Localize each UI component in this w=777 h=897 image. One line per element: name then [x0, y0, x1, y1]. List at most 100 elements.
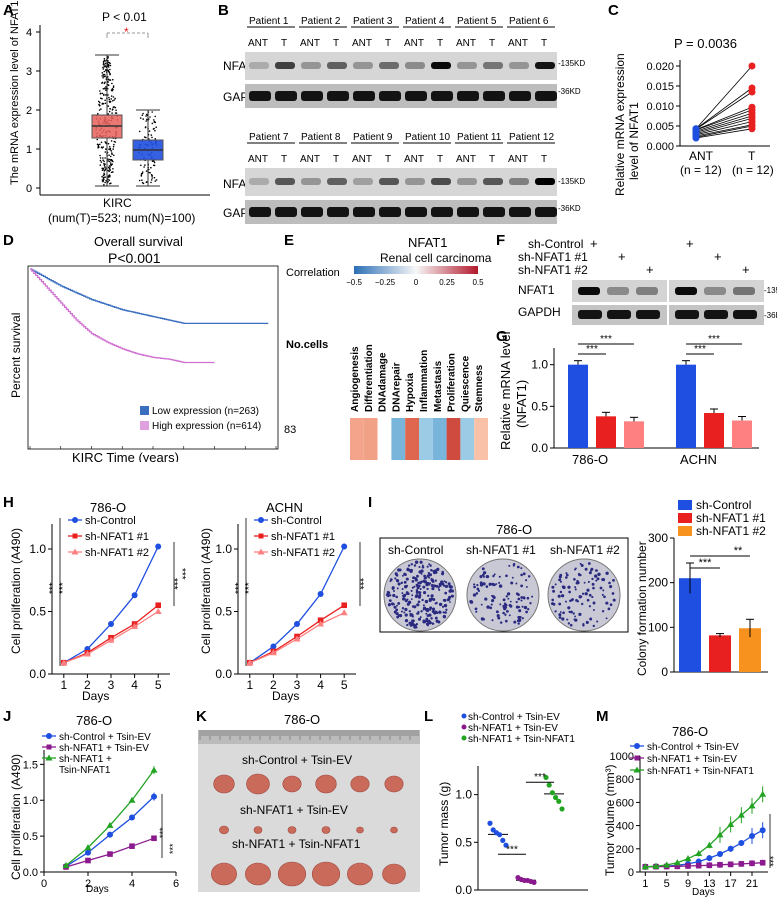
panel-i-colony	[493, 573, 496, 576]
panel-a-tumor-point	[111, 171, 114, 173]
panel-h-xlabel-2: Days	[272, 689, 299, 703]
panel-i-colony	[596, 620, 599, 623]
panel-i-colony	[482, 575, 485, 578]
panel-i-colony	[592, 624, 596, 628]
panel-e-cell	[363, 418, 378, 460]
panel-a-normal-point	[154, 129, 156, 132]
panel-i-colony	[410, 563, 414, 566]
panel-i-colony	[396, 579, 400, 583]
panel-i-colony	[586, 598, 590, 602]
panel-b-nfat1-band	[405, 62, 425, 69]
panel-h-786o-series-line	[63, 546, 159, 664]
panel-h-achn-point	[293, 635, 301, 642]
panel-m-ytick-label: 400	[616, 821, 634, 833]
panel-i-ytick-label: 100	[648, 620, 668, 634]
panel-i-colony	[429, 606, 433, 610]
panel-i-colony	[402, 594, 406, 598]
panel-c-point-t	[748, 125, 756, 133]
panel-h-786o-point	[108, 621, 114, 627]
panel-b-patient-label: Patient 6	[509, 16, 549, 27]
panel-j-ytick-label: 0.5	[23, 831, 38, 843]
panel-i-colony	[419, 616, 422, 619]
panel-m-ytick-label: 1000	[610, 751, 634, 763]
panel-b-lane-t: T	[437, 38, 443, 49]
panel-m-line-chart: 786-O Tumor volume (mm³) Days 0 200 400 600…	[603, 724, 777, 897]
panel-i-colony	[502, 611, 505, 615]
panel-l-point	[549, 790, 555, 796]
panel-a-tumor-point	[103, 172, 105, 175]
panel-a-tumor-point	[109, 149, 112, 151]
panel-a-tumor-point	[107, 169, 109, 172]
panel-i-colony	[608, 581, 611, 585]
panel-i-colony	[441, 605, 445, 608]
panel-b-lane-ant: ANT	[456, 154, 476, 165]
panel-h-legend-achn: sh-Control sh-NFAT1 #1 sh-NFAT1 #2	[254, 515, 335, 559]
panel-i-colony	[492, 574, 495, 578]
panel-a-tumor-point	[103, 170, 106, 172]
panel-h-achn-legend-label: sh-NFAT1 #2	[271, 547, 335, 559]
panel-i-bars	[679, 562, 761, 672]
panel-b-nfat1-band	[249, 62, 269, 69]
panel-a-tumor-point	[103, 82, 106, 85]
panel-g-bar	[624, 421, 644, 448]
panel-m-point	[749, 860, 755, 867]
panel-i-colony	[580, 602, 584, 606]
panel-m-point	[695, 862, 702, 869]
panel-i-colony	[393, 590, 395, 592]
panel-b-nfat1-band	[379, 178, 399, 185]
panel-h-sig-stars: ***	[168, 578, 179, 590]
panel-g-ylabel-2: (NFAT1)	[514, 380, 529, 428]
panel-i-sig-stars: ***	[699, 557, 713, 569]
panel-i-colony	[400, 610, 403, 613]
panel-g-yticks: 0.0 0.5 1.0	[531, 358, 554, 455]
panel-c-pvalue: P = 0.0036	[674, 36, 737, 51]
panel-a-normal-point	[138, 179, 141, 182]
panel-k-tumor	[246, 773, 270, 795]
panel-c-point-t	[748, 62, 756, 70]
panel-a-tumor-point	[111, 112, 113, 114]
panel-i-colony	[474, 607, 478, 611]
panel-c-pair-line	[695, 109, 753, 131]
panel-i-colony	[434, 610, 437, 614]
panel-a-tumor-point	[102, 66, 104, 69]
panel-e-state-label: Hypoxia	[405, 373, 416, 412]
panel-b-lane-ant: ANT	[300, 154, 320, 165]
panel-a-tumor-point	[102, 174, 105, 176]
panel-h-786o-point	[83, 650, 91, 657]
panel-a-tumor-point	[115, 112, 118, 114]
panel-i-colony	[413, 585, 416, 588]
panel-c-ytick-label: 0.015	[646, 81, 674, 93]
panel-i-colony	[518, 606, 521, 609]
panel-b-nfat1-band	[431, 62, 451, 69]
panel-h-achn-point	[341, 602, 347, 609]
panel-h-786o-ytick-label: 0.0	[29, 667, 46, 681]
panel-b-patient-label: Patient 3	[353, 16, 393, 27]
panel-h-786o-xtick-label: 5	[155, 678, 162, 692]
panel-a-normal-point	[153, 160, 155, 163]
panel-f-plus: +	[686, 236, 694, 251]
panel-a-normal-point	[150, 173, 153, 176]
panel-j-point	[84, 844, 92, 851]
panel-a-tumor-point	[109, 101, 111, 104]
panel-i-colony	[506, 610, 509, 613]
panel-i-colony	[448, 601, 451, 603]
panel-i-colony	[421, 598, 424, 602]
panel-c-ytick-label: 0.020	[646, 61, 674, 73]
panel-i-colony	[554, 610, 557, 613]
panel-m-ylabel: Tumor volume (mm³)	[603, 764, 617, 876]
panel-a-tumor-point	[102, 60, 105, 63]
panel-a-ylabel: The mRNA expression level of NFAT1	[9, 1, 21, 185]
panel-i-legend-label: sh-NFAT1 #2	[696, 524, 766, 538]
panel-i-colony	[473, 585, 476, 589]
panel-i-colony	[397, 615, 400, 618]
panel-i-colony	[565, 573, 569, 577]
panel-i-colony	[394, 577, 397, 580]
panel-a-tumor-point	[101, 75, 103, 77]
panel-k-tumor-photo: 786-O sh-Control + Tsin-EV sh-NFAT1 + Ts…	[198, 712, 420, 892]
panel-i-colony	[389, 594, 392, 597]
panel-h-line-charts: 786-O ACHN Cell proliferation (A490) Cel…	[9, 500, 368, 703]
panel-a-normal-point	[151, 177, 153, 179]
panel-f-nfat1-label: NFAT1	[518, 283, 555, 297]
panel-i-colony	[612, 579, 615, 582]
